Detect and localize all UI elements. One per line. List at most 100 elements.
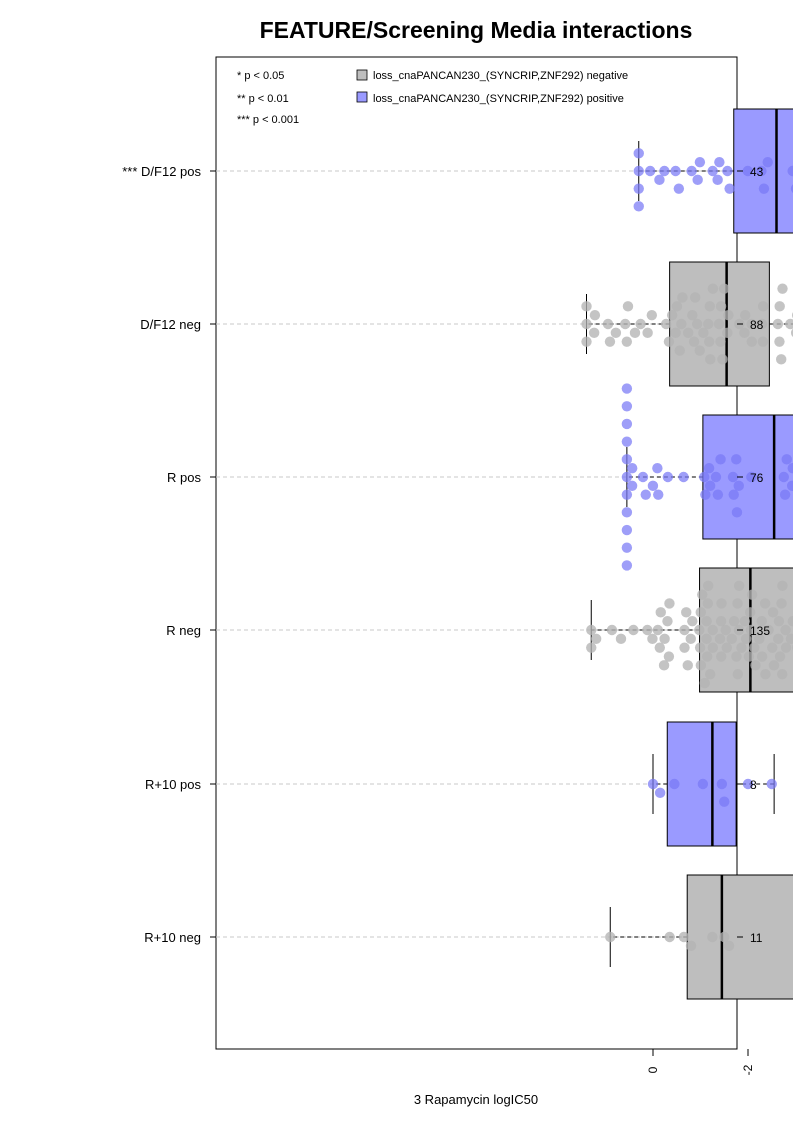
data-point bbox=[704, 480, 716, 492]
data-point bbox=[774, 336, 785, 347]
data-point bbox=[739, 615, 750, 627]
sig-legend-item: *** p < 0.001 bbox=[237, 114, 299, 126]
data-point bbox=[677, 292, 688, 303]
data-point bbox=[703, 462, 715, 474]
data-point bbox=[615, 633, 627, 645]
data-point bbox=[695, 660, 707, 671]
data-point bbox=[644, 165, 656, 177]
data-point bbox=[669, 778, 680, 790]
x-axis: -8-6-4-20 bbox=[210, 170, 755, 1075]
data-point bbox=[671, 301, 683, 312]
group-count: 76 bbox=[750, 471, 764, 485]
data-point bbox=[731, 507, 743, 518]
data-point bbox=[621, 524, 633, 536]
data-point bbox=[586, 642, 597, 653]
group-count: 11 bbox=[750, 931, 763, 945]
data-point bbox=[694, 642, 706, 653]
data-point bbox=[746, 471, 757, 483]
data-point bbox=[744, 607, 756, 618]
data-point bbox=[633, 201, 644, 212]
data-point bbox=[723, 309, 734, 321]
data-point bbox=[790, 184, 793, 193]
data-point bbox=[697, 778, 709, 790]
data-point bbox=[640, 489, 651, 500]
data-point bbox=[768, 660, 780, 671]
group-label: R neg bbox=[166, 623, 201, 638]
data-point bbox=[589, 309, 601, 321]
data-point bbox=[704, 301, 716, 312]
data-point bbox=[622, 301, 634, 312]
data-point bbox=[702, 580, 714, 591]
data-point bbox=[746, 589, 758, 600]
data-point bbox=[723, 940, 735, 952]
data-point bbox=[663, 336, 675, 347]
data-point bbox=[746, 336, 757, 347]
data-point bbox=[642, 327, 653, 339]
data-point bbox=[701, 633, 712, 645]
data-point bbox=[756, 651, 768, 662]
data-point bbox=[726, 633, 737, 645]
data-point bbox=[763, 624, 774, 636]
data-point bbox=[774, 301, 785, 312]
data-point bbox=[620, 318, 631, 330]
data-point bbox=[662, 615, 673, 627]
legend-swatch-negative bbox=[356, 69, 368, 81]
data-point bbox=[715, 615, 727, 627]
data-point bbox=[621, 489, 633, 500]
data-point bbox=[674, 345, 685, 356]
data-point bbox=[766, 778, 777, 790]
data-point bbox=[731, 651, 742, 662]
data-point bbox=[777, 283, 788, 294]
data-point bbox=[775, 354, 787, 365]
data-point bbox=[758, 183, 770, 194]
data-point bbox=[664, 598, 675, 609]
data-point bbox=[722, 327, 733, 339]
data-point bbox=[663, 651, 675, 662]
data-point bbox=[750, 660, 761, 671]
data-point bbox=[707, 642, 719, 653]
data-point bbox=[719, 796, 730, 807]
x-tick-label: 0 bbox=[646, 1066, 660, 1073]
data-point bbox=[767, 607, 779, 618]
data-point bbox=[707, 624, 718, 636]
data-point bbox=[581, 336, 592, 347]
data-point bbox=[647, 480, 659, 492]
data-point bbox=[621, 418, 633, 430]
data-point bbox=[699, 471, 710, 483]
data-point bbox=[606, 624, 618, 636]
data-point bbox=[785, 633, 793, 645]
data-point bbox=[621, 401, 633, 412]
data-point bbox=[703, 318, 714, 330]
data-point bbox=[780, 624, 791, 636]
data-point bbox=[707, 931, 718, 943]
data-point bbox=[704, 669, 716, 680]
group-count: 8 bbox=[750, 778, 757, 792]
data-point bbox=[762, 156, 773, 168]
data-point bbox=[773, 615, 785, 627]
data-point bbox=[683, 327, 694, 339]
data-point bbox=[679, 624, 690, 636]
data-point bbox=[776, 598, 787, 609]
significance-legend: * p < 0.05 ** p < 0.01 *** p < 0.001 bbox=[237, 70, 299, 126]
points-over-boxes bbox=[581, 148, 793, 952]
data-point bbox=[785, 318, 793, 330]
data-point bbox=[787, 165, 793, 177]
data-point bbox=[685, 940, 697, 952]
data-point bbox=[628, 624, 639, 636]
data-point bbox=[691, 318, 703, 330]
data-point bbox=[745, 624, 757, 636]
data-point bbox=[621, 560, 633, 571]
data-point bbox=[621, 336, 633, 347]
data-point bbox=[621, 383, 633, 394]
data-point bbox=[732, 598, 743, 609]
data-point bbox=[654, 174, 665, 186]
data-point bbox=[756, 165, 767, 177]
data-point bbox=[666, 309, 678, 321]
data-point bbox=[635, 318, 646, 330]
data-point bbox=[749, 642, 760, 653]
data-point bbox=[694, 156, 706, 168]
x-tick-label: -2 bbox=[741, 1064, 755, 1075]
data-point bbox=[647, 778, 659, 790]
data-point bbox=[707, 165, 718, 177]
boxes bbox=[666, 108, 793, 1000]
